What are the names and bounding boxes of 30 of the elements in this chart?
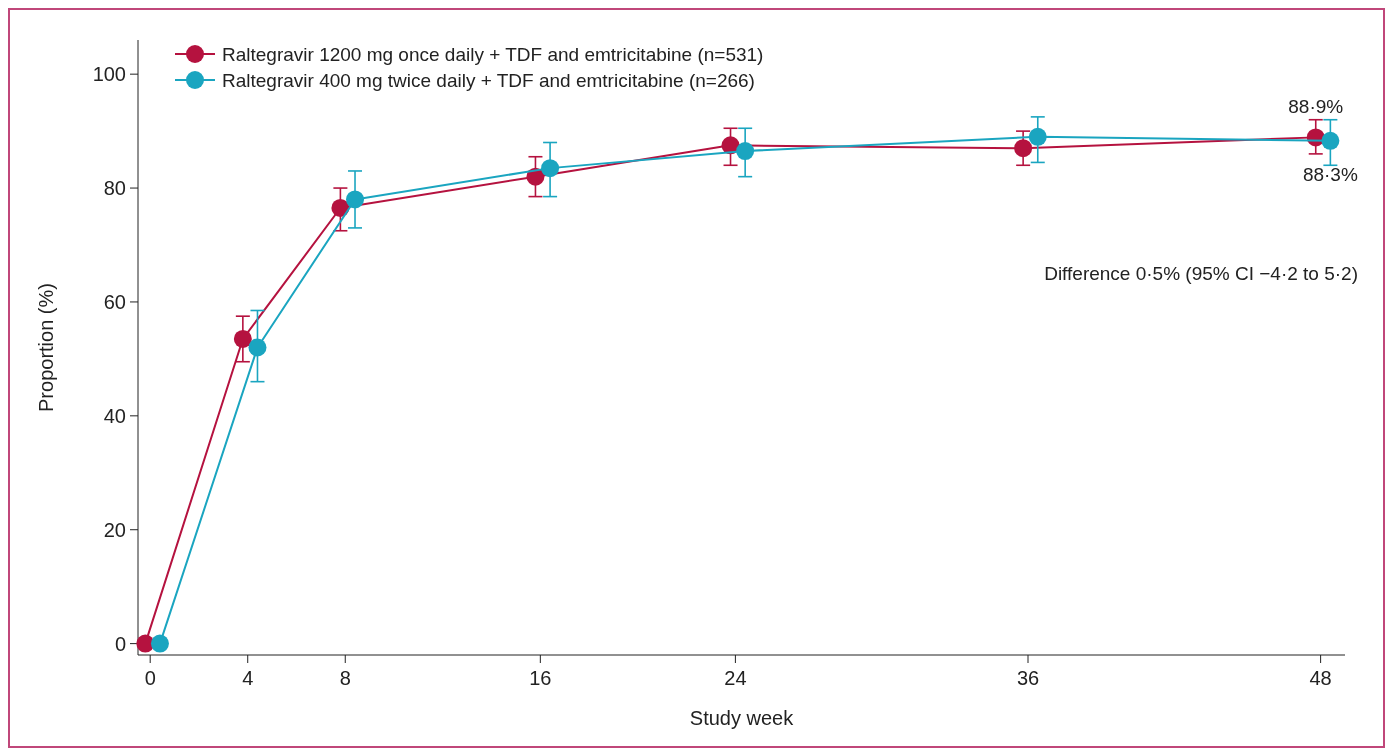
point — [1014, 139, 1033, 158]
x-tick-label: 48 — [1309, 667, 1332, 689]
x-tick-label: 16 — [529, 667, 552, 689]
annotation: Difference 0·5% (95% CI −4·2 to 5·2) — [1044, 263, 1358, 284]
annotation: 88·3% — [1302, 163, 1358, 185]
y-axis-title: Proportion (%) — [35, 283, 57, 412]
legend-label: Raltegravir 1200 mg once daily + TDF and emtricitabine (n=531) — [222, 43, 764, 65]
y-tick-label: 20 — [103, 518, 126, 541]
x-tick-label: 4 — [242, 667, 254, 689]
point — [346, 190, 365, 209]
point — [150, 634, 169, 653]
x-tick-label: 0 — [144, 667, 156, 689]
annotation: 88·9% — [1288, 96, 1344, 118]
x-tick-label: 24 — [724, 667, 747, 689]
point — [541, 159, 560, 178]
x-tick-label: 36 — [1016, 667, 1040, 689]
y-tick-label: 40 — [103, 404, 126, 427]
point — [331, 198, 350, 217]
point — [736, 142, 755, 161]
point — [1321, 131, 1340, 150]
x-tick-label: 8 — [339, 667, 351, 689]
point — [248, 338, 267, 357]
y-tick-label: 80 — [103, 177, 126, 200]
y-tick-label: 60 — [103, 290, 126, 313]
point — [1028, 127, 1047, 146]
x-axis-title: Study week — [689, 707, 795, 729]
legend-label: Raltegravir 400 mg twice daily + TDF and emtricitabine (n=266) — [222, 69, 755, 91]
y-tick-label: 0 — [114, 632, 126, 655]
y-tick-label: 100 — [92, 63, 126, 86]
point — [233, 329, 252, 348]
